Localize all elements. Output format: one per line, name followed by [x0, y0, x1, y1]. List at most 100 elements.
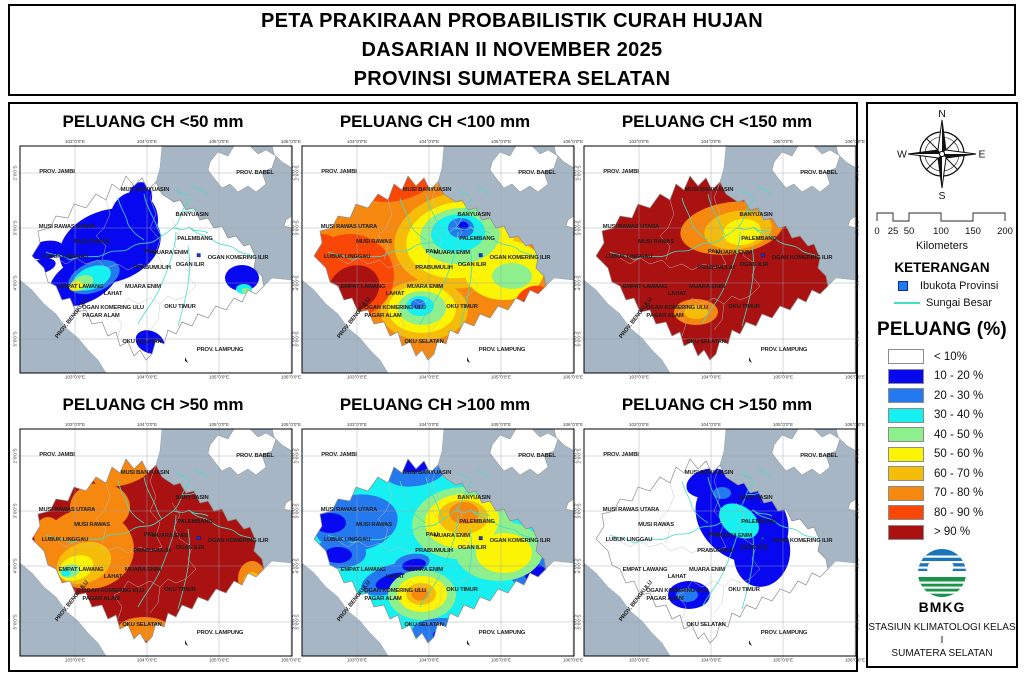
legend-color-swatch	[888, 466, 924, 482]
svg-text:4°0'0"S: 4°0'0"S	[13, 275, 18, 290]
svg-text:103°0'0"E: 103°0'0"E	[65, 658, 85, 663]
svg-text:103°0'0"E: 103°0'0"E	[65, 375, 85, 380]
svg-text:MUSI RAWAS UTARA: MUSI RAWAS UTARA	[603, 224, 660, 230]
svg-text:PRABUMULIH: PRABUMULIH	[133, 265, 170, 271]
legend-class-row: > 90 %	[868, 523, 1016, 543]
islet-mark	[467, 640, 470, 646]
compass-rose-svg: N S W E	[897, 108, 985, 202]
rivers	[609, 468, 822, 610]
svg-text:105°0'0"E: 105°0'0"E	[773, 658, 793, 663]
map-canvas: PROV. JAMBI PROV. BABEL MUSI BANYUASIN BANY…	[577, 139, 866, 380]
svg-text:2°0'0"S: 2°0'0"S	[295, 165, 300, 180]
svg-text:OKU TIMUR: OKU TIMUR	[728, 587, 760, 593]
svg-text:106°0'0"E: 106°0'0"E	[563, 375, 583, 380]
svg-text:104°0'0"E: 104°0'0"E	[701, 658, 721, 663]
svg-text:PAGAR ALAM: PAGAR ALAM	[82, 596, 119, 602]
svg-text:106°0'0"E: 106°0'0"E	[281, 422, 301, 427]
svg-text:104°0'0"E: 104°0'0"E	[419, 658, 439, 663]
legend-class-row: 80 - 90 %	[868, 503, 1016, 523]
map-frame	[301, 428, 575, 657]
svg-text:EMPAT LAWANG: EMPAT LAWANG	[341, 567, 386, 573]
svg-text:2°0'0"S: 2°0'0"S	[577, 165, 582, 180]
svg-text:OGAN KOMERING ILIR: OGAN KOMERING ILIR	[772, 538, 834, 544]
graticule	[299, 143, 577, 376]
svg-text:5°0'0"S: 5°0'0"S	[291, 614, 296, 629]
svg-text:4°0'0"S: 4°0'0"S	[291, 558, 296, 573]
svg-text:106°0'0"E: 106°0'0"E	[281, 139, 301, 144]
keterangan-section: KETERANGAN Ibukota Provinsi Sungai Besar	[868, 260, 1016, 309]
legend-class-label: 80 - 90 %	[934, 506, 984, 519]
svg-text:PROV. LAMPUNG: PROV. LAMPUNG	[479, 347, 526, 353]
legend-rows: < 10% 10 - 20 % 20 - 30 % 30 - 40 % 40 - 50 …	[868, 347, 1016, 542]
axis-labels: 103°0'0"E 103°0'0"E 104°0'0"E 104°0'0"E 105°…	[295, 139, 584, 380]
rivers	[327, 185, 540, 327]
keterangan-item-label: Ibukota Provinsi	[920, 280, 999, 292]
axis-labels: 103°0'0"E 103°0'0"E 104°0'0"E 104°0'0"E 105°…	[577, 139, 866, 380]
graticule	[17, 143, 295, 376]
svg-text:LAHAT: LAHAT	[386, 574, 405, 580]
svg-text:3°0'0"S: 3°0'0"S	[573, 503, 578, 518]
svg-text:105°0'0"E: 105°0'0"E	[773, 375, 793, 380]
graticule	[581, 143, 859, 376]
legend-class-row: 30 - 40 %	[868, 406, 1016, 426]
svg-text:MUSI BANYUASIN: MUSI BANYUASIN	[685, 470, 733, 476]
svg-text:PROV. JAMBI: PROV. JAMBI	[603, 452, 639, 458]
province-capital-marker	[760, 536, 765, 541]
islet-mark	[185, 357, 188, 363]
svg-text:103°0'0"E: 103°0'0"E	[629, 658, 649, 663]
map-canvas: PROV. JAMBI PROV. BABEL MUSI BANYUASIN BANY…	[13, 139, 302, 380]
svg-text:OKU SELATAN: OKU SELATAN	[404, 339, 443, 345]
svg-text:4°0'0"S: 4°0'0"S	[573, 275, 578, 290]
rivers	[45, 468, 258, 610]
svg-text:3°0'0"S: 3°0'0"S	[577, 503, 582, 518]
svg-text:OGAN KOMERING ULU: OGAN KOMERING ULU	[364, 588, 426, 594]
svg-text:MUSI RAWAS UTARA: MUSI RAWAS UTARA	[39, 507, 96, 513]
svg-text:OKU TIMUR: OKU TIMUR	[446, 587, 478, 593]
scale-bar-unit: Kilometers	[916, 240, 968, 252]
legend-color-swatch	[888, 485, 924, 501]
svg-text:104°0'0"E: 104°0'0"E	[701, 139, 721, 144]
svg-text:106°0'0"E: 106°0'0"E	[281, 375, 301, 380]
svg-text:PALI: PALI	[426, 532, 439, 538]
svg-text:PALEMBANG: PALEMBANG	[177, 519, 213, 525]
panel-title: PELUANG CH >50 mm	[62, 395, 244, 414]
province-capital-marker	[478, 253, 483, 258]
svg-text:EMPAT LAWANG: EMPAT LAWANG	[59, 284, 104, 290]
svg-text:5°0'0"S: 5°0'0"S	[573, 614, 578, 629]
legend-class-label: > 90 %	[934, 526, 971, 539]
svg-text:EMPAT LAWANG: EMPAT LAWANG	[623, 284, 668, 290]
svg-text:103°0'0"E: 103°0'0"E	[629, 422, 649, 427]
svg-text:E: E	[978, 149, 985, 161]
svg-text:4°0'0"S: 4°0'0"S	[577, 275, 582, 290]
province-capital-square-icon	[898, 281, 908, 291]
svg-text:100: 100	[933, 226, 949, 237]
legend-class-row: 70 - 80 %	[868, 484, 1016, 504]
scale-bar: 0 25 50 100 150 200	[868, 207, 1016, 242]
svg-text:MUARA ENIM: MUARA ENIM	[125, 284, 161, 290]
svg-text:BANYUASIN: BANYUASIN	[739, 495, 772, 501]
svg-text:5°0'0"S: 5°0'0"S	[295, 614, 300, 629]
major-river-line-icon	[894, 302, 920, 304]
svg-text:2°0'0"S: 2°0'0"S	[577, 448, 582, 463]
svg-text:104°0'0"E: 104°0'0"E	[701, 375, 721, 380]
station-line: STASIUN KLIMATOLOGI KELAS I	[868, 622, 1016, 646]
svg-text:2°0'0"S: 2°0'0"S	[573, 448, 578, 463]
svg-text:OGAN KOMERING ULU: OGAN KOMERING ULU	[646, 305, 708, 311]
svg-text:103°0'0"E: 103°0'0"E	[65, 139, 85, 144]
title-box: PETA PRAKIRAAN PROBABILISTIK CURAH HUJAN…	[8, 4, 1016, 96]
svg-text:OKU TIMUR: OKU TIMUR	[446, 304, 478, 310]
legend-color-swatch	[888, 368, 924, 384]
svg-text:OGAN KOMERING ILIR: OGAN KOMERING ILIR	[490, 255, 552, 261]
svg-text:25: 25	[888, 226, 899, 237]
svg-text:5°0'0"S: 5°0'0"S	[295, 331, 300, 346]
legend-class-row: 20 - 30 %	[868, 386, 1016, 406]
svg-text:EMPAT LAWANG: EMPAT LAWANG	[59, 567, 104, 573]
svg-text:103°0'0"E: 103°0'0"E	[347, 658, 367, 663]
bmkg-logo-svg: BMKG	[918, 549, 966, 615]
svg-text:103°0'0"E: 103°0'0"E	[347, 139, 367, 144]
legend-class-row: < 10%	[868, 347, 1016, 367]
svg-text:104°0'0"E: 104°0'0"E	[419, 375, 439, 380]
svg-text:MUARA ENIM: MUARA ENIM	[716, 250, 752, 256]
map-frame	[301, 145, 575, 374]
panel-title: PELUANG CH >100 mm	[339, 395, 531, 414]
